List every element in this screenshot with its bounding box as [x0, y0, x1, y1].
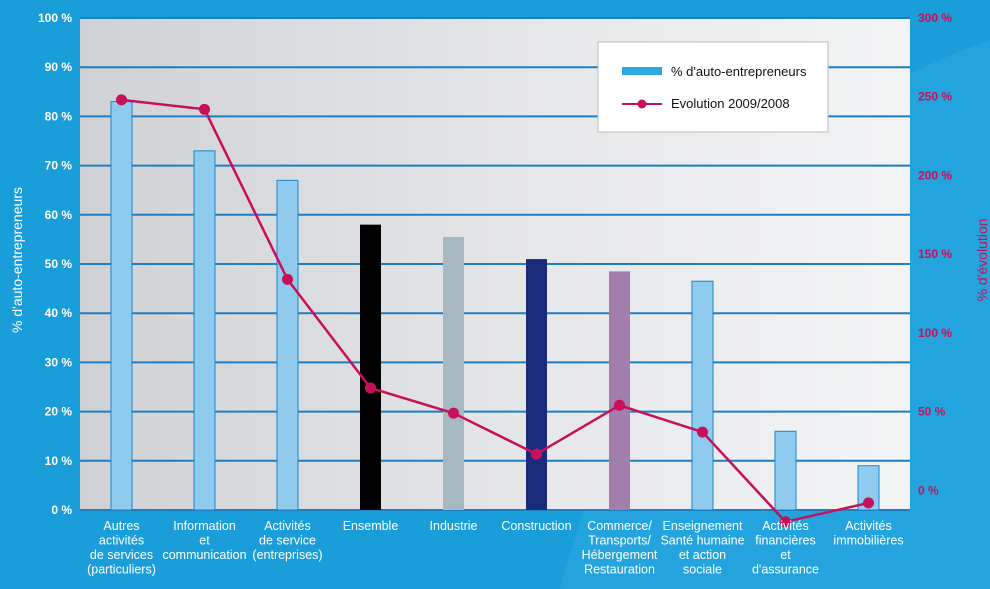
line-point: [448, 407, 459, 419]
bar: [443, 236, 464, 510]
gridlines: [80, 17, 910, 511]
x-tick-label-line: Enseignement: [663, 519, 743, 533]
x-tick-label: Activités de service (entreprises): [252, 519, 322, 562]
y-tick-label-left: 90 %: [45, 60, 73, 74]
x-tick-label: Activités financières et d'assurance: [752, 519, 819, 577]
x-tick-label-line: d'assurance: [752, 563, 819, 577]
left-axis-ticks: 0 % 10 % 20 % 30 % 40 % 50 % 60 % 70 % 80 % 90 % 1…: [38, 11, 72, 517]
y-tick-label-right: 250 %: [918, 90, 952, 104]
bar: [360, 224, 381, 510]
x-tick-label-line: (particuliers): [87, 563, 156, 577]
y-tick-label-right: 50 %: [918, 405, 946, 419]
category-labels: Autres activités de services (particuliers)…: [87, 519, 903, 577]
x-tick-label-line: Hébergement: [582, 548, 658, 562]
bar: [857, 465, 880, 511]
x-tick-label-line: de service: [259, 534, 316, 548]
y-tick-label-left: 70 %: [45, 159, 73, 173]
x-tick-label-line: Santé humaine: [660, 534, 744, 548]
bar: [526, 259, 547, 510]
y-tick-label-right: 300 %: [918, 11, 952, 25]
x-tick-label-line: financières: [755, 534, 815, 548]
line-point: [614, 399, 625, 411]
y-tick-label-left: 20 %: [45, 405, 73, 419]
bar: [609, 271, 630, 510]
x-tick-label: Enseignement Santé humaine et action social…: [660, 519, 744, 577]
y-axis-title-right: % d'évolution: [974, 219, 990, 302]
x-tick-label: Autres activités de services (particuliers): [87, 519, 156, 577]
y-tick-label-left: 100 %: [38, 11, 72, 25]
legend-label-line: Evolution 2009/2008: [671, 96, 790, 111]
line-point: [282, 273, 293, 285]
bar: [193, 150, 216, 511]
y-tick-label-left: 30 %: [45, 355, 73, 369]
x-tick-label-line: Activités: [762, 519, 809, 533]
y-tick-label-left: 80 %: [45, 109, 73, 123]
x-tick-label-line: et: [199, 534, 210, 548]
y-tick-label-right: 150 %: [918, 247, 952, 261]
line-point: [531, 448, 542, 460]
legend: % d'auto-entrepreneurs Evolution 2009/20…: [597, 41, 829, 133]
y-tick-label-left: 40 %: [45, 306, 73, 320]
y-axis-title-left: % d'auto-entrepreneurs: [9, 187, 25, 333]
x-tick-label-line: Autres: [103, 519, 139, 533]
y-tick-label-left: 60 %: [45, 208, 73, 222]
x-tick-label-line: Ensemble: [343, 519, 399, 533]
bar-series: [110, 101, 880, 511]
legend-swatch-marker: [637, 99, 647, 109]
legend-label-bars: % d'auto-entrepreneurs: [671, 64, 807, 79]
x-tick-label: Construction: [501, 519, 571, 533]
bar: [110, 101, 133, 511]
x-tick-label-line: Construction: [501, 519, 571, 533]
right-axis-ticks: 0 % 50 % 100 % 150 % 200 % 250 % 300 %: [918, 11, 952, 497]
line-point: [199, 103, 210, 115]
line-point: [697, 426, 708, 438]
x-tick-label-line: activités: [99, 534, 144, 548]
x-tick-label-line: de services: [90, 548, 153, 562]
y-tick-label-left: 10 %: [45, 454, 73, 468]
line-point: [116, 94, 127, 106]
x-tick-label: Ensemble: [343, 519, 399, 533]
x-tick-label: Information et communication: [162, 519, 246, 562]
line-series: [116, 94, 874, 528]
y-tick-label-left: 50 %: [45, 257, 73, 271]
y-tick-label-right: 200 %: [918, 168, 952, 182]
series-line: [121, 98, 869, 524]
x-tick-label-line: Industrie: [430, 519, 478, 533]
legend-swatch-bars: [622, 67, 662, 75]
x-tick-label: Industrie: [430, 519, 478, 533]
x-tick-label-line: Information: [173, 519, 236, 533]
line-point: [365, 382, 376, 394]
y-tick-label-right: 0 %: [918, 483, 939, 497]
line-point: [863, 497, 874, 509]
y-tick-label-right: 100 %: [918, 326, 952, 340]
x-tick-label-line: Activités: [264, 519, 311, 533]
x-tick-label-line: (entreprises): [252, 548, 322, 562]
legend-box: [597, 41, 829, 133]
bar: [774, 430, 797, 511]
x-tick-label: Activités immobilières: [833, 519, 903, 548]
bar: [276, 179, 299, 511]
x-tick-label-line: sociale: [683, 563, 722, 577]
line-point: [780, 516, 791, 528]
x-tick-label: Commerce/Transports/Hébergement Restaurat…: [582, 519, 658, 577]
x-tick-label-line: et: [780, 548, 791, 562]
x-tick-label-line: communication: [162, 548, 246, 562]
x-tick-label-line: Restauration: [584, 563, 655, 577]
x-tick-label-line: immobilières: [833, 534, 903, 548]
x-tick-label-line: Transports/: [588, 534, 651, 548]
bar: [691, 280, 714, 511]
x-tick-label-line: Commerce/: [587, 519, 652, 533]
x-tick-label-line: Activités: [845, 519, 892, 533]
y-tick-label-left: 0 %: [51, 503, 72, 517]
x-tick-label-line: et action: [679, 548, 726, 562]
